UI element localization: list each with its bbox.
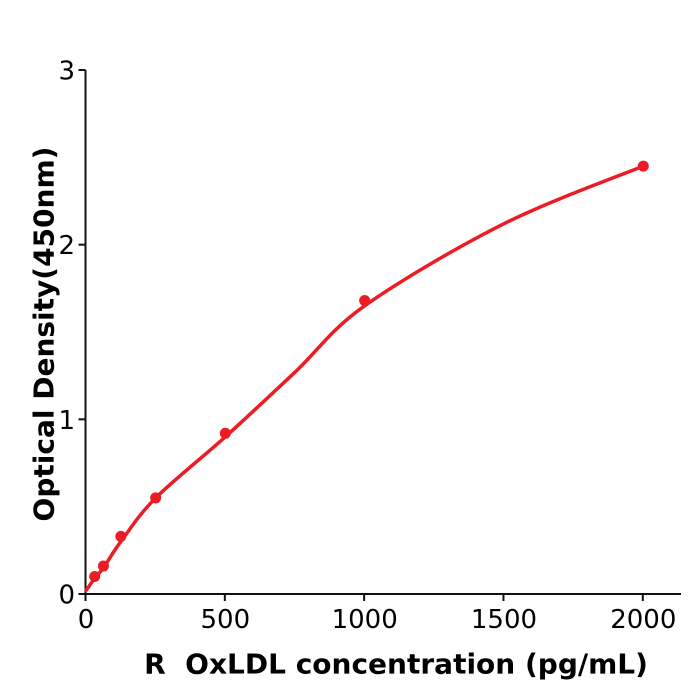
x-tick-label-500: 500 [201, 605, 251, 635]
y-tick-label-0: 0 [58, 581, 75, 611]
y-tick-label-1: 1 [58, 406, 75, 436]
x-tick-label-0: 0 [78, 605, 95, 635]
fitted-curve [84, 164, 646, 593]
data-point-62.5 [97, 560, 109, 572]
data-point-250 [150, 492, 162, 504]
x-tick-label-1500: 1500 [471, 605, 537, 635]
data-point-125 [115, 530, 127, 542]
x-tick-label-1000: 1000 [332, 605, 398, 635]
data-point-500 [219, 427, 231, 439]
data-point-31.25 [89, 571, 101, 583]
y-tick-label-3: 3 [58, 57, 75, 87]
y-tick-label-2: 2 [58, 231, 75, 261]
x-axis-title: R OxLDL concentration (pg/mL) [144, 647, 648, 681]
axes-spines [84, 70, 681, 595]
y-axis-title: Optical Density(450nm) [27, 146, 61, 522]
x-tick-label-2000: 2000 [610, 605, 676, 635]
data-point-2000 [637, 160, 649, 172]
data-point-1000 [359, 295, 371, 307]
